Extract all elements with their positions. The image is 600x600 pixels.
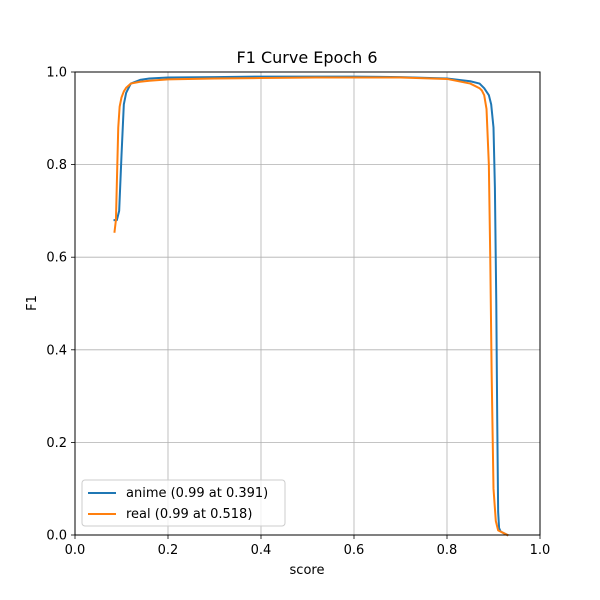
grid bbox=[74, 71, 541, 536]
y-tick-label: 0.6 bbox=[46, 251, 67, 266]
y-tick-label: 1.0 bbox=[46, 66, 67, 81]
x-axis-ticks: 0.0 0.2 0.4 0.6 0.8 1.0 bbox=[65, 535, 551, 558]
series-lines bbox=[113, 75, 509, 537]
y-tick-label: 0.2 bbox=[46, 436, 67, 451]
chart-title: F1 Curve Epoch 6 bbox=[236, 48, 377, 67]
y-axis-ticks: 0.0 0.2 0.4 0.6 0.8 1.0 bbox=[46, 66, 75, 544]
y-tick-label: 0.8 bbox=[46, 158, 67, 173]
legend: anime (0.99 at 0.391) real (0.99 at 0.51… bbox=[81, 479, 286, 527]
legend-label-real: real (0.99 at 0.518) bbox=[126, 507, 252, 522]
legend-box bbox=[81, 479, 286, 527]
x-tick-label: 0.0 bbox=[65, 543, 86, 558]
y-tick-label: 0.0 bbox=[46, 529, 67, 544]
legend-label-anime: anime (0.99 at 0.391) bbox=[126, 486, 268, 501]
x-tick-label: 0.8 bbox=[437, 543, 458, 558]
x-tick-label: 1.0 bbox=[530, 543, 551, 558]
series-line-1 bbox=[113, 76, 509, 537]
y-axis-label: F1 bbox=[25, 295, 40, 311]
x-tick-label: 0.4 bbox=[251, 543, 272, 558]
x-tick-label: 0.6 bbox=[344, 543, 365, 558]
plot-area-frame bbox=[74, 71, 541, 536]
y-tick-label: 0.4 bbox=[46, 343, 67, 358]
x-tick-label: 0.2 bbox=[158, 543, 179, 558]
x-axis-label: score bbox=[290, 563, 325, 578]
